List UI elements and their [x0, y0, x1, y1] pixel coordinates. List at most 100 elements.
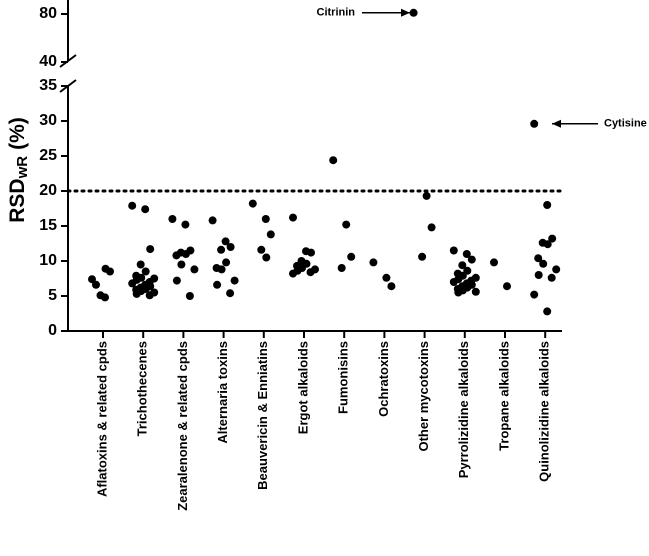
data-point [548, 234, 557, 243]
annotation: Cytisine [604, 118, 647, 130]
data-point [369, 258, 378, 267]
data-point [217, 265, 226, 274]
data-point [329, 156, 338, 165]
data-point [146, 245, 155, 254]
data-point [427, 223, 436, 232]
data-point [490, 258, 498, 267]
data-point [547, 273, 556, 282]
data-point [289, 213, 297, 222]
data-point [534, 271, 543, 279]
x-tick-label: Alternaria toxins [215, 341, 230, 444]
x-tick-label: Fumonisins [336, 341, 351, 414]
data-point [347, 252, 356, 261]
data-point [172, 276, 181, 285]
x-tick-label: Ochratoxins [376, 341, 391, 417]
data-point [382, 273, 391, 282]
y-tick-label: 30 [39, 112, 57, 129]
data-point [226, 243, 235, 251]
data-point [530, 119, 539, 128]
data-point [409, 8, 418, 17]
data-point [387, 282, 396, 291]
y-tick-label: 25 [39, 147, 57, 164]
annotation: Citrinin [317, 7, 356, 19]
data-point [208, 216, 217, 225]
data-point [454, 288, 463, 297]
data-point [213, 280, 222, 289]
data-point [248, 199, 257, 208]
data-point [471, 287, 480, 296]
y-tick-label: 80 [39, 5, 57, 22]
data-point [128, 201, 137, 210]
data-point [136, 260, 145, 269]
y-tick-label: 5 [48, 287, 57, 304]
data-point [172, 251, 181, 260]
x-tick-label: Pyrrolizidine alkaloids [456, 341, 471, 478]
x-tick-label: Trichothecenes [135, 341, 150, 436]
data-point [337, 264, 346, 272]
data-point [181, 220, 190, 229]
data-point [543, 307, 552, 316]
x-tick-label: Aflatoxins & related cpds [94, 341, 109, 497]
y-tick-label: 15 [39, 217, 57, 234]
data-point [128, 279, 137, 288]
data-point [177, 260, 186, 269]
data-point [467, 255, 476, 264]
data-point [418, 252, 427, 261]
data-point [181, 250, 190, 258]
y-axis-label: RSDwR (%) [6, 117, 31, 223]
data-point [534, 254, 543, 263]
x-tick-label: Other mycotoxins [416, 341, 431, 452]
data-point [503, 282, 511, 291]
data-point [230, 276, 239, 285]
y-tick-label: 40 [39, 53, 57, 70]
y-tick-label: 10 [39, 252, 57, 269]
data-point [342, 220, 351, 229]
data-point [221, 237, 230, 246]
data-point [462, 250, 471, 258]
data-point [217, 245, 226, 254]
x-tick-label: Beauvericin & Enniatins [255, 341, 270, 490]
x-tick-label: Zearalenone & related cpds [175, 341, 190, 511]
y-label-main: RSD [6, 178, 29, 222]
data-point [449, 278, 458, 286]
x-tick-label: Tropane alkaloids [496, 341, 511, 451]
arrow-head [552, 119, 561, 128]
data-point [132, 289, 141, 298]
data-point [307, 248, 315, 257]
y-label-unit: (%) [6, 117, 29, 150]
data-point [222, 258, 231, 267]
data-point [168, 215, 177, 223]
data-point [141, 267, 150, 276]
data-point [458, 261, 467, 270]
data-point [185, 292, 194, 300]
data-point [257, 245, 266, 254]
data-point [289, 269, 297, 278]
data-point [261, 215, 270, 223]
data-point [266, 230, 275, 239]
data-point [262, 253, 271, 262]
data-point [88, 275, 96, 284]
data-point [190, 265, 199, 274]
data-point [449, 246, 458, 255]
data-point [226, 289, 235, 298]
data-point [96, 291, 105, 300]
data-point [543, 240, 552, 249]
data-point [141, 205, 150, 214]
y-label-sub: wR [14, 156, 31, 180]
data-point [530, 290, 539, 299]
data-point [422, 191, 431, 200]
x-tick-label: Quinolizidine alkaloids [537, 341, 552, 482]
data-point [101, 264, 110, 273]
data-point [92, 280, 100, 289]
data-point [539, 259, 548, 268]
arrow-head [401, 8, 410, 17]
data-point [552, 265, 561, 274]
data-point [306, 268, 315, 277]
y-tick-label: 0 [48, 322, 57, 339]
axis-frame [59, 0, 562, 332]
x-tick-label: Ergot alkaloids [295, 341, 310, 434]
y-tick-label: 35 [39, 77, 57, 94]
y-tick-label: 20 [39, 182, 57, 199]
